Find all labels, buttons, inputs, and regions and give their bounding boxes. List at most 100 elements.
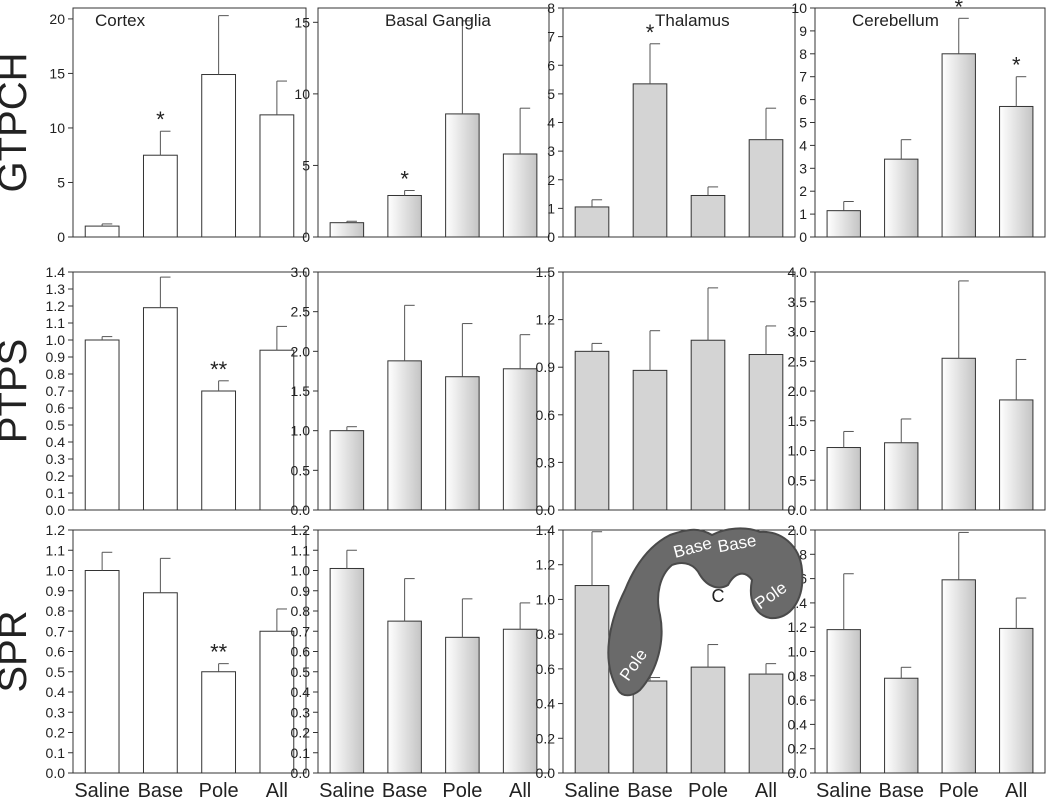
- x-tick-label: Base: [627, 780, 673, 798]
- plot-frame: [317, 271, 550, 511]
- plot-frame: [814, 7, 1046, 238]
- bar: [632, 83, 668, 238]
- x-tick-label: Base: [382, 780, 428, 798]
- bar: [142, 307, 178, 511]
- y-tick-label: 0.9: [536, 359, 556, 375]
- row-label: GTPCH: [0, 53, 35, 193]
- bar: [574, 206, 610, 238]
- plot-frame: [562, 7, 796, 238]
- y-tick-label: 1.5: [788, 413, 808, 429]
- bar: [574, 350, 610, 511]
- bar: [329, 222, 365, 238]
- y-tick-label: 0.4: [291, 684, 311, 700]
- bar: [999, 627, 1034, 774]
- y-tick-label: 0.3: [536, 454, 556, 470]
- bar: [748, 354, 784, 511]
- x-tick-label: Saline: [564, 780, 620, 798]
- plot-frame: [317, 529, 550, 774]
- bar: [84, 225, 120, 238]
- y-tick-label: 0.9: [291, 583, 311, 599]
- y-tick-label: 7: [547, 29, 555, 45]
- y-tick-label: 1.0: [536, 591, 556, 607]
- bar: [999, 105, 1034, 238]
- y-tick-label: 0.2: [536, 730, 556, 746]
- bar: [387, 620, 422, 774]
- y-tick-label: 6: [547, 57, 555, 73]
- bar: [445, 376, 480, 511]
- y-tick-label: 0.4: [46, 434, 66, 450]
- y-tick-label: 0.3: [46, 451, 66, 467]
- y-tick-label: 1.2: [536, 312, 556, 328]
- x-tick-label: Base: [138, 780, 184, 798]
- bar: [201, 390, 237, 511]
- bar: [445, 636, 480, 774]
- y-tick-label: 1.1: [46, 542, 66, 558]
- y-tick-label: 6: [799, 92, 807, 108]
- y-tick-label: 0.5: [46, 417, 66, 433]
- y-tick-label: 1.0: [788, 644, 808, 660]
- y-tick-label: 0.8: [291, 603, 311, 619]
- y-tick-label: 1.0: [291, 423, 311, 439]
- y-tick-label: 0.4: [536, 696, 556, 712]
- bar: [999, 399, 1034, 511]
- significance-marker: *: [954, 0, 963, 19]
- y-tick-label: 0.5: [46, 664, 66, 680]
- y-tick-label: 0.9: [46, 349, 66, 365]
- bar: [142, 592, 178, 774]
- y-tick-label: 1: [547, 200, 555, 216]
- y-tick-label: 0: [57, 229, 65, 245]
- x-tick-label: Pole: [688, 780, 728, 798]
- plot-frame: [562, 529, 796, 774]
- x-tick-label: All: [266, 780, 288, 798]
- bar: [259, 114, 295, 238]
- bar: [748, 139, 784, 238]
- y-tick-label: 0.8: [788, 668, 808, 684]
- brain-inset: Pole Base Base Pole C: [607, 527, 804, 697]
- panel-title: Thalamus: [655, 11, 730, 30]
- significance-marker: *: [400, 166, 409, 191]
- y-tick-label: 0.6: [788, 692, 808, 708]
- x-tick-label: All: [1005, 780, 1027, 798]
- plot-frame: [562, 271, 796, 511]
- y-tick-label: 0.7: [46, 383, 66, 399]
- significance-marker: *: [156, 107, 165, 132]
- y-tick-label: 2.0: [788, 383, 808, 399]
- significance-marker: **: [210, 640, 228, 665]
- y-tick-label: 0.6: [536, 407, 556, 423]
- y-tick-label: 5: [547, 86, 555, 102]
- y-tick-label: 0.2: [291, 725, 311, 741]
- bar: [826, 210, 861, 238]
- y-tick-label: 2: [547, 172, 555, 188]
- y-tick-label: 1.5: [291, 383, 311, 399]
- bar: [690, 339, 726, 511]
- y-tick-label: 0.0: [291, 502, 311, 518]
- x-tick-label: Pole: [442, 780, 482, 798]
- y-tick-label: 1.0: [46, 332, 66, 348]
- significance-marker: *: [1012, 53, 1021, 78]
- bar: [941, 579, 976, 774]
- bar: [884, 158, 919, 238]
- y-tick-label: 0.4: [788, 716, 808, 732]
- x-tick-label: Base: [878, 780, 924, 798]
- y-tick-label: 7: [799, 69, 807, 85]
- y-tick-label: 0.5: [291, 462, 311, 478]
- y-tick-label: 3.0: [788, 324, 808, 340]
- y-tick-label: 0.5: [291, 664, 311, 680]
- y-tick-label: 3.0: [291, 264, 311, 280]
- y-tick-label: 0.8: [536, 626, 556, 642]
- bar: [387, 194, 422, 238]
- y-tick-label: 1.4: [536, 522, 556, 538]
- bar: [84, 339, 120, 511]
- y-tick-label: 0.8: [46, 366, 66, 382]
- y-tick-label: 1.1: [291, 542, 311, 558]
- y-tick-label: 4.0: [788, 264, 808, 280]
- y-tick-label: 0.0: [788, 765, 808, 781]
- bar: [826, 629, 861, 774]
- x-tick-label: All: [509, 780, 531, 798]
- y-tick-label: 1.1: [46, 315, 66, 331]
- y-tick-label: 2.5: [291, 304, 311, 320]
- plot-frame: [317, 7, 550, 238]
- bar: [502, 368, 538, 511]
